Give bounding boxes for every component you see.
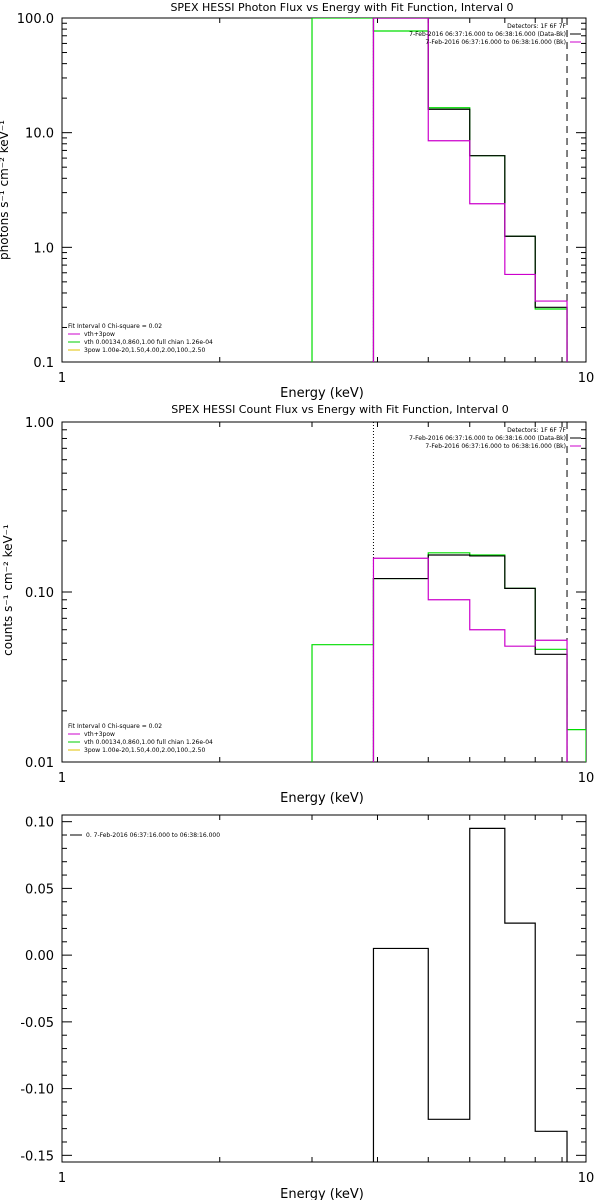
legend-topright-text: 7-Feb-2016 06:37:16.000 to 06:38:16.000 …	[409, 435, 566, 442]
legend-topright-text: 7-Feb-2016 06:37:16.000 to 06:38:16.000 …	[409, 31, 566, 38]
y-tick-label: 0.01	[25, 756, 54, 771]
legend-bottomleft-text: Fit Interval 0 Chi-square = 0.02	[68, 723, 162, 730]
x-axis-label: Energy (keV)	[280, 791, 364, 806]
x-tick-label: 10	[578, 771, 595, 786]
y-tick-label: 100.0	[17, 12, 54, 27]
y-tick-label: 1.00	[25, 416, 54, 431]
series-step-line	[311, 18, 568, 362]
y-tick-label: 1.0	[33, 241, 54, 256]
y-tick-label: 0.00	[25, 949, 54, 964]
x-tick-label: 1	[58, 1171, 66, 1186]
legend-bottomleft-text: Fit Interval 0 Chi-square = 0.02	[68, 323, 162, 330]
plot-frame	[61, 421, 587, 763]
legend-topright-text: 7-Feb-2016 06:37:16.000 to 06:38:16.000 …	[425, 39, 566, 46]
x-tick-label: 10	[578, 371, 595, 386]
plot-frame	[61, 814, 587, 1163]
series-group	[372, 827, 568, 1162]
x-axis-label: Energy (keV)	[280, 1187, 364, 1200]
y-tick-label: -0.05	[20, 1016, 54, 1031]
y-tick-label: 0.1	[33, 356, 54, 371]
x-axis-label: Energy (keV)	[280, 386, 364, 401]
plot-frame	[61, 17, 587, 363]
series-group	[311, 18, 568, 362]
y-tick-label: -0.10	[20, 1083, 54, 1098]
legend-bottomleft-text: 3pow 1.00e-20,1.50,4.00,2.00,100.,2.50	[84, 347, 205, 354]
legend-bottomleft-text: vth 0.00134,0.860,1.00 full chian 1.26e-…	[84, 339, 213, 346]
y-tick-label: 0.05	[25, 882, 54, 897]
x-tick-label: 1	[58, 771, 66, 786]
chart-title: SPEX HESSI Photon Flux vs Energy with Fi…	[170, 1, 513, 14]
series-step-line	[372, 554, 568, 762]
count-flux-panel: SPEX HESSI Count Flux vs Energy with Fit…	[1, 403, 594, 806]
series-step-line	[372, 18, 568, 362]
legend-topleft-text: 0. 7-Feb-2016 06:37:16.000 to 06:38:16.0…	[86, 832, 220, 839]
legend-topright-text: 7-Feb-2016 06:37:16.000 to 06:38:16.000 …	[425, 443, 566, 450]
y-axis-label: counts s⁻¹ cm⁻² keV⁻¹	[1, 524, 15, 656]
series-step-line	[372, 557, 568, 762]
y-tick-label: 0.10	[25, 816, 54, 831]
series-group	[311, 552, 586, 762]
residuals-panel: Energy (keV) 1 10 -0.15 -0.10 -0.05 0.00 0.05 0…	[20, 814, 595, 1200]
legend-bottomleft-text: vth+3pow	[84, 731, 115, 738]
photon-flux-panel: SPEX HESSI Photon Flux vs Energy with Fi…	[0, 1, 594, 401]
y-tick-label: -0.15	[20, 1149, 54, 1164]
y-tick-label: 0.10	[25, 586, 54, 601]
series-step-line	[372, 827, 568, 1162]
chart-title: SPEX HESSI Count Flux vs Energy with Fit…	[171, 403, 508, 416]
x-tick-label: 10	[578, 1171, 595, 1186]
series-step-line	[372, 18, 568, 362]
x-tick-label: 1	[58, 371, 66, 386]
y-axis-label: photons s⁻¹ cm⁻² keV⁻¹	[0, 120, 11, 260]
legend-topright-text: Detectors: 1F 6F 7F	[507, 23, 566, 30]
legend-bottomleft-text: vth+3pow	[84, 331, 115, 338]
legend-topright-text: Detectors: 1F 6F 7F	[507, 427, 566, 434]
y-tick-label: 10.0	[25, 127, 54, 142]
legend-bottomleft-text: vth 0.00134,0.860,1.00 full chian 1.26e-…	[84, 739, 213, 746]
legend-bottomleft-text: 3pow 1.00e-20,1.50,4.00,2.00,100.,2.50	[84, 747, 205, 754]
series-step-line	[311, 552, 586, 762]
